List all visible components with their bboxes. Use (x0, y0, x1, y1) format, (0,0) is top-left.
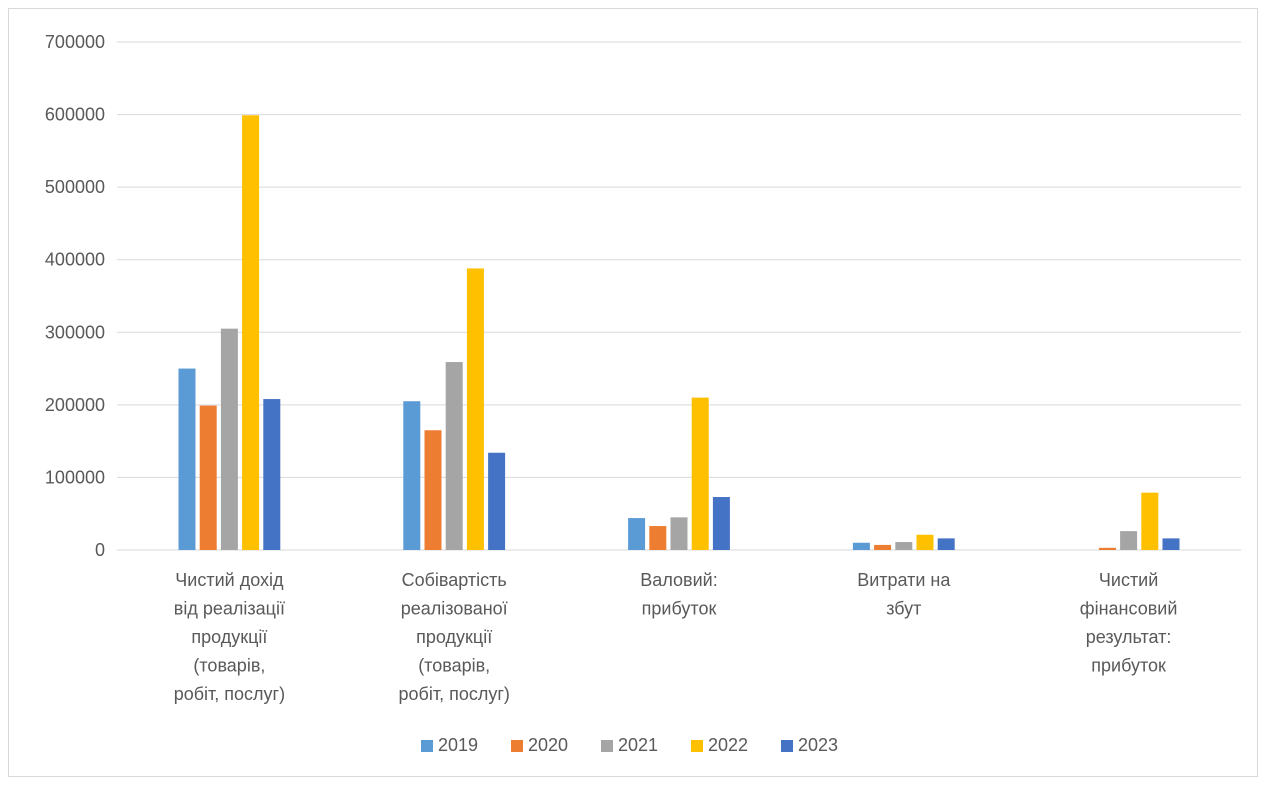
bar-2022-cat-3 (691, 397, 709, 550)
x-category-label: Чистий фінансовий результат: прибуток (1080, 570, 1178, 676)
x-category-label-line: робіт, послуг) (398, 684, 509, 704)
bar-2019-cat-4 (852, 542, 870, 550)
legend-label-2023: 2023 (798, 735, 838, 755)
x-category-label-line: збут (886, 599, 921, 619)
y-tick-label: 300000 (45, 322, 105, 342)
x-category-label-line: продукції (191, 627, 267, 647)
x-category-label-line: Чистий (1099, 570, 1158, 590)
bar-2019-cat-2 (403, 401, 421, 550)
bar-2022-cat-1 (242, 115, 260, 550)
chart-frame: 0 100000 200000 300000 400000 500000 600000 700… (8, 8, 1258, 777)
y-tick-label: 600000 (45, 105, 105, 125)
gridlines (117, 41, 1241, 551)
bar-2023-cat-3 (712, 497, 730, 550)
legend-swatch-2021 (601, 740, 613, 752)
bar-2023-cat-5 (1162, 538, 1180, 550)
y-tick-label: 700000 (45, 32, 105, 52)
bar-2020-cat-1 (199, 405, 217, 550)
bar-2023-cat-4 (937, 538, 955, 550)
y-tick-label: 100000 (45, 467, 105, 487)
x-axis-categories: Чистий дохід від реалізації продукції (това… (174, 570, 1178, 704)
x-category-label-line: Чистий дохід (175, 570, 284, 590)
legend-label-2021: 2021 (618, 735, 658, 755)
x-category-label-line: результат: (1086, 627, 1172, 647)
legend-swatch-2023 (781, 740, 793, 752)
x-category-label: Чистий дохід від реалізації продукції (това… (174, 570, 285, 704)
legend-label-2020: 2020 (528, 735, 568, 755)
y-tick-label: 400000 (45, 250, 105, 270)
x-category-label-line: від реалізації (174, 599, 285, 619)
legend-swatch-2020 (511, 740, 523, 752)
x-category-label-line: Валовий: (640, 570, 717, 590)
bar-2021-cat-3 (670, 517, 688, 550)
bar-2021-cat-4 (895, 542, 913, 550)
x-category-label-line: реалізованої (401, 599, 508, 619)
bar-2020-cat-4 (874, 544, 892, 550)
bar-chart: 0 100000 200000 300000 400000 500000 600000 700… (45, 32, 1241, 755)
x-category-label-line: фінансовий (1080, 599, 1178, 619)
bar-2021-cat-1 (220, 328, 238, 550)
bar-2019-cat-1 (178, 368, 196, 550)
bar-2021-cat-5 (1120, 531, 1138, 550)
x-category-label-line: (товарів, (193, 656, 265, 676)
legend-swatch-2019 (421, 740, 433, 752)
bar-2021-cat-2 (445, 362, 463, 550)
bar-2022-cat-2 (466, 268, 484, 550)
legend-label-2019: 2019 (438, 735, 478, 755)
x-category-label-line: Собівартість (402, 570, 507, 590)
y-tick-label: 0 (95, 540, 105, 560)
x-category-label-line: прибуток (642, 599, 717, 619)
x-category-label: Собівартість реалізованої продукції (товарі… (398, 570, 509, 704)
y-tick-label: 200000 (45, 395, 105, 415)
x-category-label-line: прибуток (1091, 656, 1166, 676)
bar-2020-cat-5 (1098, 547, 1116, 550)
bar-2023-cat-2 (488, 452, 506, 550)
y-tick-label: 500000 (45, 177, 105, 197)
x-category-label-line: (товарів, (418, 656, 490, 676)
legend-swatch-2022 (691, 740, 703, 752)
legend-label-2022: 2022 (708, 735, 748, 755)
bar-2022-cat-4 (916, 534, 934, 550)
y-axis-ticks: 0 100000 200000 300000 400000 500000 600000 700… (45, 32, 105, 560)
x-category-label-line: робіт, послуг) (174, 684, 285, 704)
bar-2020-cat-2 (424, 430, 442, 550)
x-category-label: Валовий: прибуток (640, 570, 717, 619)
bar-2019-cat-3 (628, 518, 646, 550)
bar-2020-cat-3 (649, 526, 667, 550)
legend: 2019 2020 2021 2022 2023 (421, 735, 838, 755)
x-category-label-line: Витрати на (857, 570, 951, 590)
bar-2023-cat-1 (263, 399, 281, 550)
bar-2022-cat-5 (1141, 492, 1159, 550)
x-category-label-line: продукції (416, 627, 492, 647)
x-category-label: Витрати на збут (857, 570, 951, 619)
bars (178, 115, 1180, 550)
